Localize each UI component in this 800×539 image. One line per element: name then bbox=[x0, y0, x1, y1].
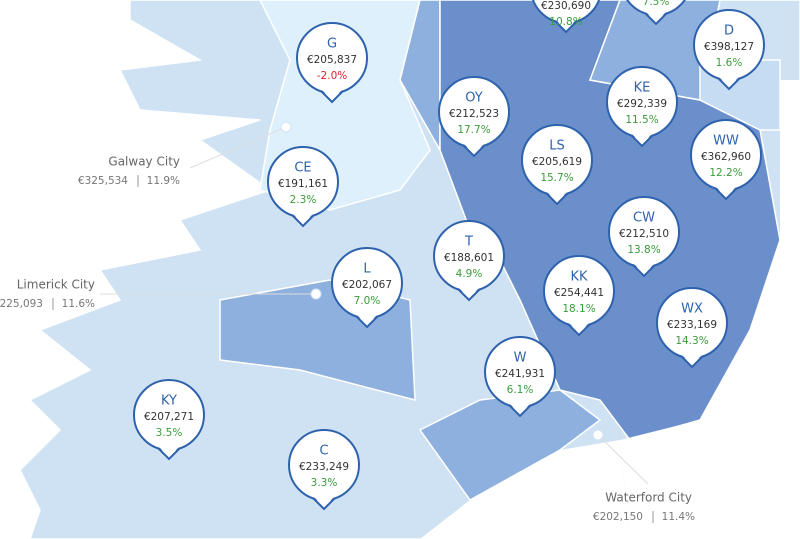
pin-code: D bbox=[724, 24, 734, 39]
pin-code: KE bbox=[634, 81, 651, 96]
pin: WW €362,960 12.2% bbox=[690, 119, 762, 201]
pin-change: 11.5% bbox=[625, 114, 658, 126]
leader-line bbox=[189, 126, 287, 169]
city-dot bbox=[592, 429, 604, 441]
pin-price: €233,169 bbox=[667, 319, 717, 331]
pin-price: €207,271 bbox=[144, 411, 194, 423]
pin-code: CE bbox=[294, 161, 311, 176]
city-price: €225,093 bbox=[0, 298, 43, 310]
pin-price: €254,441 bbox=[554, 287, 604, 299]
city-name: Limerick City bbox=[17, 278, 95, 292]
pin-code: W bbox=[514, 351, 527, 366]
pin-cover bbox=[356, 314, 378, 325]
pin-change: 4.9% bbox=[456, 268, 483, 280]
pin-change: 3.5% bbox=[156, 427, 183, 439]
pin: CW €212,510 13.8% bbox=[608, 196, 680, 278]
pin: D €398,127 1.6% bbox=[693, 9, 765, 91]
pin-change: 18.1% bbox=[562, 303, 595, 315]
pin-code: CW bbox=[633, 211, 655, 226]
pin-code: LS bbox=[549, 139, 565, 154]
pin-price: €188,601 bbox=[444, 252, 494, 264]
pin-price: €292,339 bbox=[617, 98, 667, 110]
pin-price: €398,127 bbox=[704, 41, 754, 53]
pin: L €202,067 7.0% bbox=[331, 247, 403, 329]
pin-cover bbox=[321, 89, 343, 100]
pin-change: 13.8% bbox=[627, 244, 660, 256]
pin-code: T bbox=[464, 235, 473, 250]
pin: T €188,601 4.9% bbox=[433, 220, 505, 302]
pin-cover bbox=[509, 403, 531, 414]
pin-change: 10.8% bbox=[549, 16, 582, 28]
pin-price: €202,067 bbox=[342, 279, 392, 291]
pin: CE €191,161 2.3% bbox=[267, 146, 339, 228]
pin: G €205,837 -2.0% bbox=[296, 22, 368, 104]
pin: LS €205,619 15.7% bbox=[521, 124, 593, 206]
city-change: 11.9% bbox=[147, 175, 180, 187]
city-dot bbox=[280, 121, 292, 133]
pin-code: WW bbox=[713, 134, 739, 149]
pin-price: €233,249 bbox=[299, 461, 349, 473]
pin-cover bbox=[718, 76, 740, 87]
pin-cover bbox=[631, 133, 653, 144]
pin-cover bbox=[568, 322, 590, 333]
pin-cover bbox=[555, 19, 577, 30]
city-change: 11.6% bbox=[62, 298, 95, 310]
pin-cover bbox=[633, 263, 655, 274]
pin-code: OY bbox=[465, 91, 483, 106]
pin-change: 17.7% bbox=[457, 124, 490, 136]
pin-change: 7.5% bbox=[643, 0, 670, 8]
pin-price: €362,960 bbox=[701, 151, 751, 163]
pin-code: C bbox=[319, 444, 328, 459]
pin-code: KK bbox=[570, 270, 588, 285]
city-change: 11.4% bbox=[662, 511, 695, 523]
pin-price: €212,523 bbox=[449, 108, 499, 120]
city-name: Waterford City bbox=[605, 491, 692, 505]
pin: C €233,249 3.3% bbox=[288, 429, 360, 511]
leader-line bbox=[597, 434, 649, 485]
city-price: €325,534 bbox=[78, 175, 128, 187]
pin-cover bbox=[463, 143, 485, 154]
pin-price: €205,837 bbox=[307, 54, 357, 66]
pin-price: €241,931 bbox=[495, 368, 545, 380]
pin: KY €207,271 3.5% bbox=[133, 379, 205, 461]
city-name: Galway City bbox=[108, 155, 180, 169]
pin: €230,690 10.8% bbox=[532, 0, 600, 34]
pin-change: 3.3% bbox=[311, 477, 338, 489]
pin-change: 12.2% bbox=[709, 167, 742, 179]
pin-change: 6.1% bbox=[507, 384, 534, 396]
pin-price: €212,510 bbox=[619, 228, 669, 240]
pin-cover bbox=[645, 11, 667, 22]
pin-cover bbox=[458, 287, 480, 298]
pin-price: €191,161 bbox=[278, 178, 328, 190]
pin-cover bbox=[158, 446, 180, 457]
pin: 7.5% bbox=[626, 0, 686, 26]
pin-code: G bbox=[327, 37, 337, 52]
city-price: €202,150 bbox=[593, 511, 643, 523]
pin-code: KY bbox=[161, 394, 177, 409]
pin-cover bbox=[715, 186, 737, 197]
pin: OY €212,523 17.7% bbox=[438, 76, 510, 158]
pin-change: 14.3% bbox=[675, 335, 708, 347]
pin-cover bbox=[313, 496, 335, 507]
pin-cover bbox=[681, 354, 703, 365]
pin-change: 2.3% bbox=[290, 194, 317, 206]
city-dot bbox=[310, 288, 322, 300]
pin-cover bbox=[292, 213, 314, 224]
pin-price: €230,690 bbox=[541, 0, 591, 12]
pin-code: WX bbox=[681, 302, 703, 317]
pin-change: 15.7% bbox=[540, 172, 573, 184]
pin-change: -2.0% bbox=[317, 70, 347, 82]
pin: W €241,931 6.1% bbox=[484, 336, 556, 418]
pin: KE €292,339 11.5% bbox=[606, 66, 678, 148]
pin-change: 7.0% bbox=[354, 295, 381, 307]
pin: WX €233,169 14.3% bbox=[656, 287, 728, 369]
pin: KK €254,441 18.1% bbox=[543, 255, 615, 337]
pin-code: L bbox=[363, 262, 371, 277]
pin-price: €205,619 bbox=[532, 156, 582, 168]
pin-cover bbox=[546, 191, 568, 202]
sea bbox=[420, 80, 800, 539]
pin-change: 1.6% bbox=[716, 57, 743, 69]
